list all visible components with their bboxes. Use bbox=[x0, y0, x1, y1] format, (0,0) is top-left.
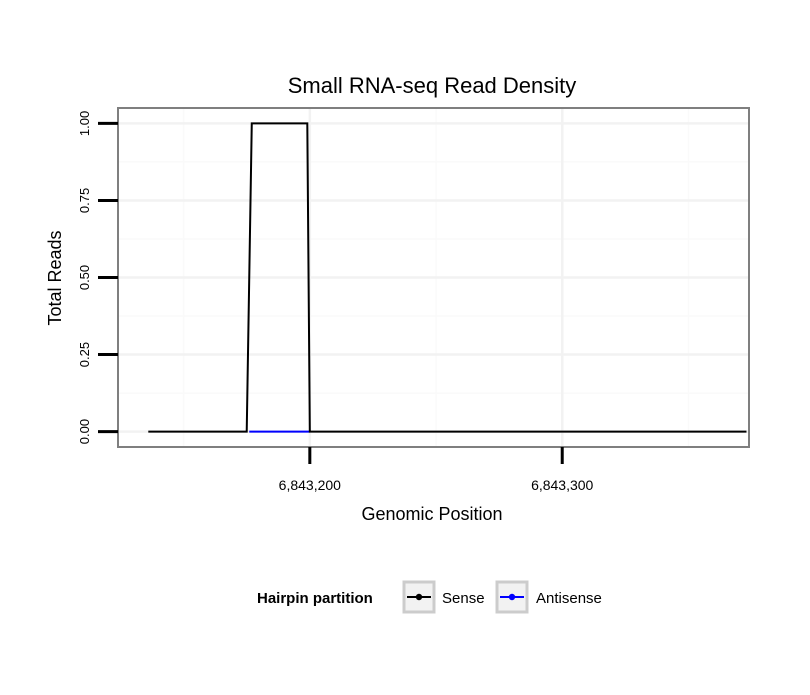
series-line-sense bbox=[148, 122, 747, 433]
x-tick-label: 6,843,300 bbox=[531, 477, 593, 493]
legend-title: Hairpin partition bbox=[257, 590, 373, 607]
y-axis: 0.00 0.25 0.50 0.75 1.00 bbox=[77, 111, 118, 444]
legend-item-antisense: Antisense bbox=[495, 580, 602, 614]
legend-sense-point bbox=[415, 593, 423, 601]
x-axis-label: Genomic Position bbox=[361, 504, 502, 524]
legend-label-sense: Sense bbox=[442, 590, 485, 607]
legend-item-sense: Sense bbox=[402, 580, 485, 614]
x-tick-label: 6,843,200 bbox=[279, 477, 341, 493]
chart-title: Small RNA-seq Read Density bbox=[288, 73, 577, 98]
y-tick-label: 0.75 bbox=[77, 188, 92, 213]
x-axis: 6,843,200 6,843,300 bbox=[279, 447, 594, 493]
y-tick-label: 1.00 bbox=[77, 111, 92, 136]
y-tick-label: 0.25 bbox=[77, 342, 92, 367]
y-tick-label: 0.00 bbox=[77, 419, 92, 444]
y-tick-label: 0.50 bbox=[77, 265, 92, 290]
legend: Hairpin partition Sense Antisense bbox=[257, 580, 602, 614]
series-layer bbox=[148, 122, 747, 433]
legend-antisense-point bbox=[508, 593, 516, 601]
y-axis-label: Total Reads bbox=[45, 230, 65, 325]
legend-label-antisense: Antisense bbox=[536, 590, 602, 607]
